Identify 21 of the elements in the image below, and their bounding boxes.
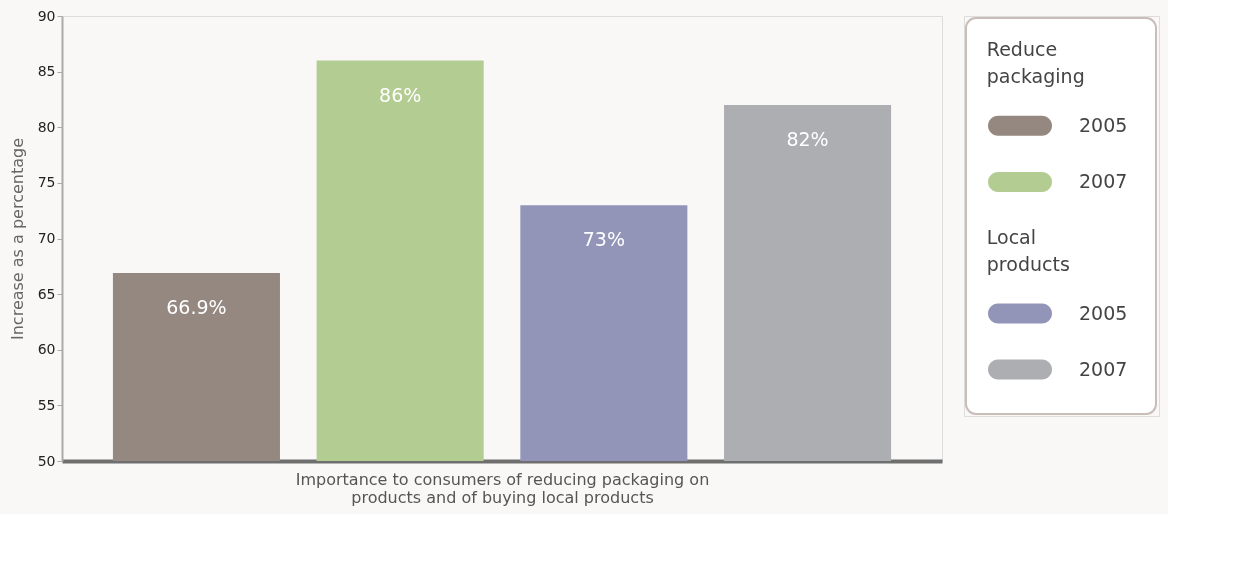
y-tick-label: 85 <box>37 63 56 80</box>
data-label: 82% <box>786 128 829 150</box>
y-axis-title: Increase as a percentage <box>7 138 27 340</box>
y-tick-label: 90 <box>37 7 56 24</box>
data-label: 66.9% <box>166 295 227 318</box>
data-label: 86% <box>379 83 422 106</box>
x-axis-title: Importance to consumers of reducing packaging on products and of buying local products <box>295 469 710 507</box>
y-tick-label: 50 <box>37 452 56 469</box>
y-tick-label: 75 <box>37 174 56 191</box>
legend-label: 2005 <box>1079 301 1128 324</box>
y-tick-label: 55 <box>37 396 56 413</box>
text: Local products <box>986 225 1070 275</box>
y-tick-label: 60 <box>37 341 56 358</box>
y-tick-label: 80 <box>37 118 56 135</box>
y-tick-label: 70 <box>37 230 56 246</box>
legend-label: 2007 <box>1079 169 1128 192</box>
data-label: 73% <box>582 228 625 251</box>
legend-label: 2005 <box>1079 113 1128 136</box>
legend-label: 2007 <box>1079 357 1128 380</box>
y-tick-label: 65 <box>37 285 56 302</box>
text: Reduce packaging <box>986 38 1085 88</box>
